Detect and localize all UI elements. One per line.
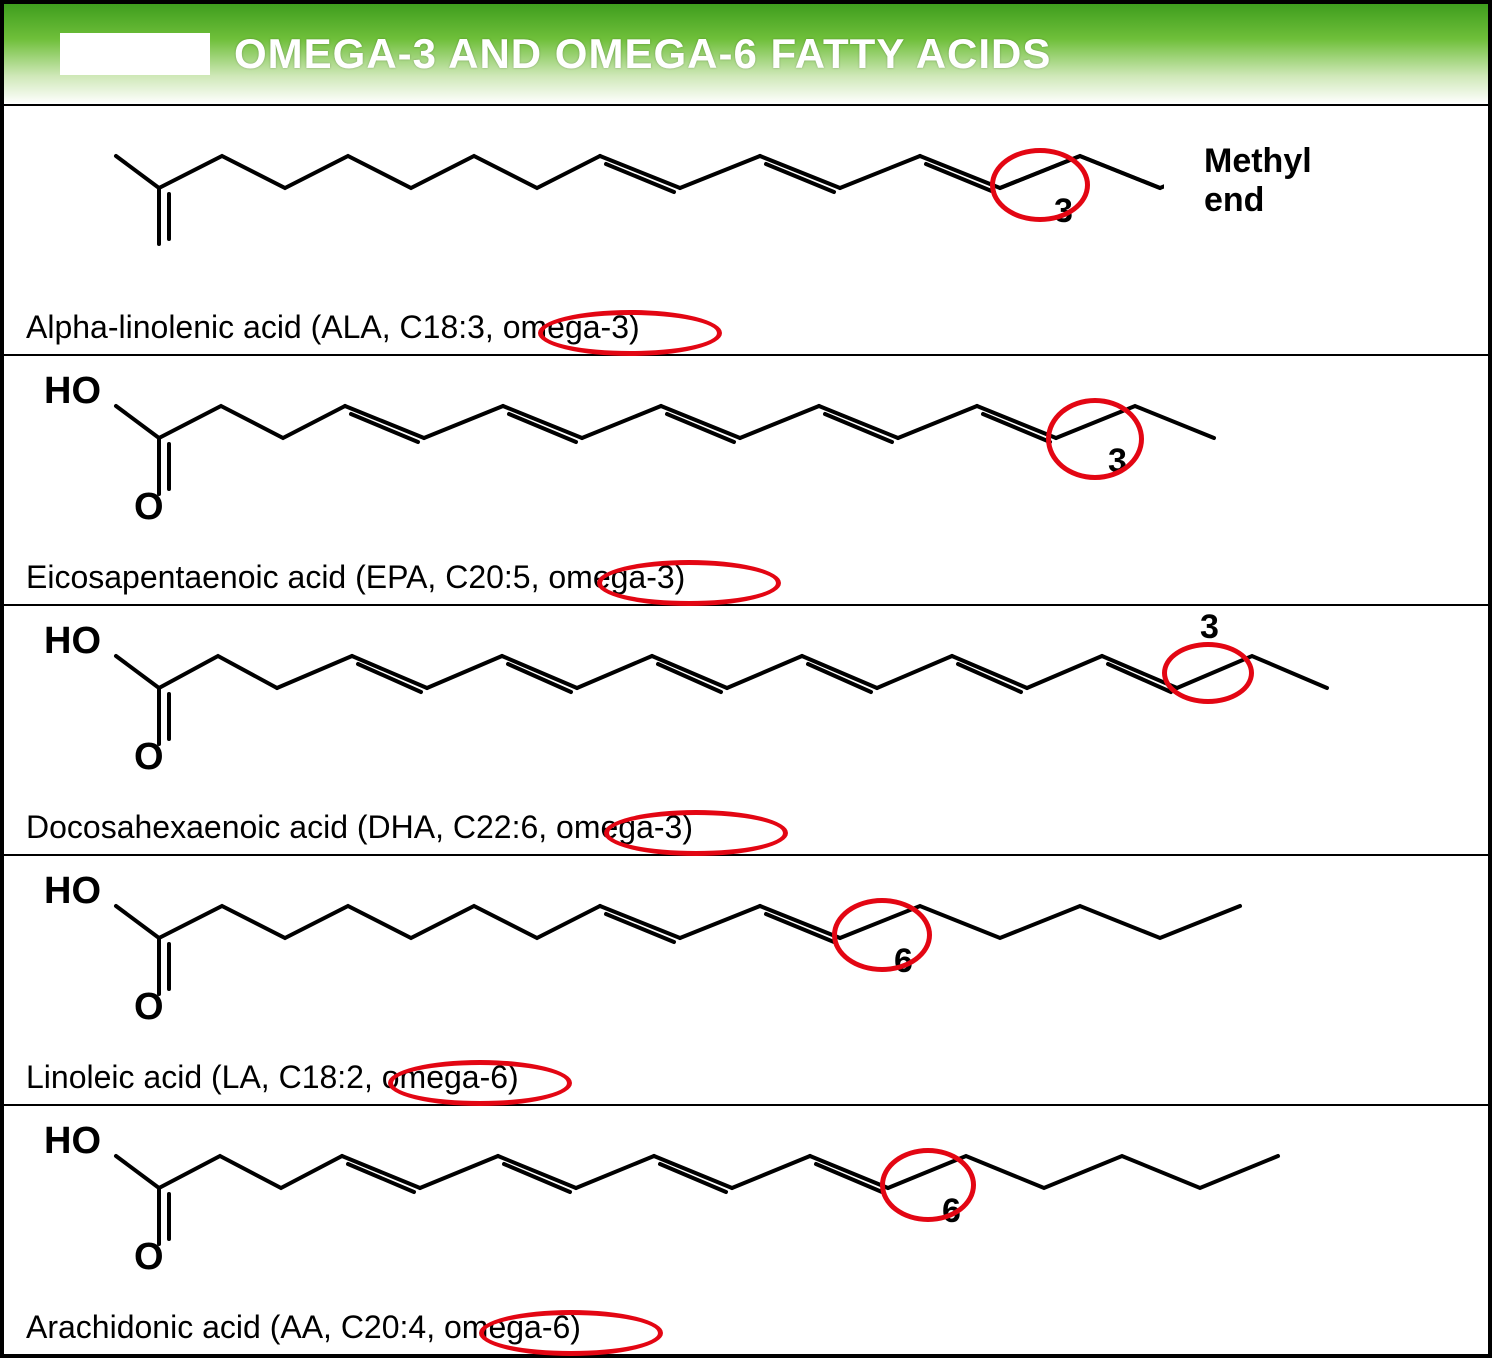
caption-prefix: Arachidonic acid (AA, C20:4,: [26, 1309, 435, 1345]
omega-tag-circle: [597, 560, 781, 606]
row-epa: HO O 3 Eicosapentaenoic acid (EPA,: [4, 356, 1488, 606]
omega-bond-circle: [832, 898, 932, 972]
logo-placeholder: [60, 33, 210, 75]
caption-prefix: Linoleic acid (LA, C18:2,: [26, 1059, 373, 1095]
omega-tag-circle: [538, 310, 722, 356]
omega-bond-circle: [880, 1148, 976, 1222]
omega-bond-circle: [990, 148, 1090, 222]
methyl-end-label: Methylend: [1204, 142, 1312, 220]
caption-prefix: Eicosapentaenoic acid (EPA, C20:5,: [26, 559, 539, 595]
dha-caption: Docosahexaenoic acid (DHA, C22:6, omega-…: [26, 809, 693, 846]
row-la: HO O 6 Linoleic acid (LA, C18:2, omega-6…: [4, 856, 1488, 1106]
infographic-frame: OMEGA-3 AND OMEGA-6 FATTY ACIDS HO O: [0, 0, 1492, 1358]
caption-prefix: Alpha-linolenic acid (ALA, C18:3,: [26, 309, 494, 345]
dha-chain: [4, 606, 1464, 816]
row-dha: HO O 3: [4, 606, 1488, 856]
row-aa: HO O 6 Arachidonic acid (AA, C20:4, omeg…: [4, 1106, 1488, 1354]
la-chain: [4, 856, 1464, 1066]
caption-prefix: Docosahexaenoic acid (DHA, C22:6,: [26, 809, 547, 845]
omega-tag-circle: [604, 810, 788, 856]
row-ala: HO O: [4, 106, 1488, 356]
omega-bond-circle: [1046, 398, 1144, 480]
page-title: OMEGA-3 AND OMEGA-6 FATTY ACIDS: [234, 30, 1051, 78]
epa-caption: Eicosapentaenoic acid (EPA, C20:5, omega…: [26, 559, 685, 596]
epa-chain: [4, 356, 1464, 566]
aa-chain: [4, 1106, 1464, 1316]
omega-tag-circle: [388, 1060, 572, 1106]
omega-bond-circle: [1162, 642, 1254, 704]
header-bar: OMEGA-3 AND OMEGA-6 FATTY ACIDS: [4, 4, 1488, 106]
omega-tag-circle: [479, 1310, 663, 1356]
